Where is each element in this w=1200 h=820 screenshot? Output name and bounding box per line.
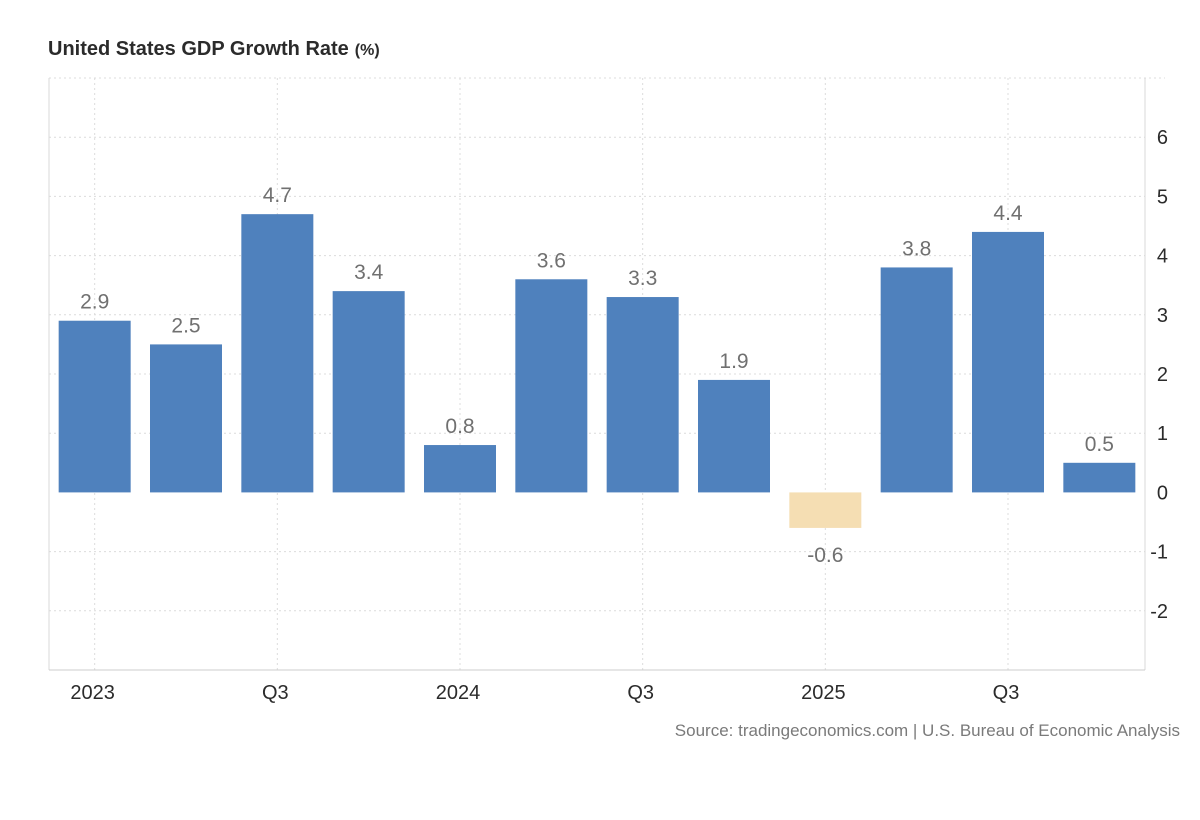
data-label: 3.4	[354, 261, 384, 284]
bar-2024-q1	[424, 445, 496, 493]
y-tick-label: 0	[1157, 482, 1168, 504]
x-tick-label: Q3	[627, 682, 654, 704]
y-tick-label: 6	[1157, 127, 1168, 149]
data-label: 0.5	[1085, 433, 1114, 456]
source-note: Source: tradingeconomics.com | U.S. Bure…	[674, 721, 1180, 740]
y-tick-label: -1	[1150, 542, 1168, 564]
y-tick-label: -2	[1150, 601, 1168, 623]
bar-2024-q3	[606, 297, 679, 493]
bar-2023-q1	[58, 320, 131, 493]
x-tick-label: Q3	[993, 682, 1020, 704]
bar-2023-q2	[150, 344, 222, 493]
data-label: 3.8	[902, 237, 931, 260]
y-tick-label: 5	[1157, 186, 1168, 208]
bar-2023-q4	[332, 291, 405, 493]
y-tick-label: 3	[1157, 305, 1168, 327]
data-label: 2.9	[80, 291, 109, 314]
data-label: 3.3	[628, 267, 657, 290]
chart-title-unit: (%)	[354, 42, 380, 59]
bar-2025-q1	[789, 492, 862, 528]
data-label: 3.6	[537, 249, 566, 272]
x-tick-label: Q3	[262, 682, 289, 704]
data-label: 4.4	[993, 202, 1023, 225]
bar-2024-q2	[515, 279, 588, 493]
data-label: 2.5	[171, 314, 200, 337]
y-tick-label: 4	[1157, 246, 1168, 268]
x-tick-label: 2025	[801, 682, 846, 704]
y-tick-label: 1	[1157, 423, 1168, 445]
bar-2025-q2	[880, 267, 953, 493]
x-tick-label: 2023	[70, 682, 115, 704]
x-tick-label: 2024	[436, 682, 481, 704]
data-label: -0.6	[807, 544, 843, 567]
chart-title-text: United States GDP Growth Rate	[48, 38, 349, 60]
chart-title: United States GDP Growth Rate (%)	[48, 38, 380, 61]
bar-2025-q3	[972, 231, 1044, 493]
data-label: 0.8	[445, 415, 474, 438]
bar-2025-q4	[1063, 462, 1136, 493]
data-label: 4.7	[263, 184, 292, 207]
data-label: 1.9	[719, 350, 748, 373]
bar-2023-q3	[241, 214, 314, 493]
bar-2024-q4	[698, 379, 770, 493]
y-tick-label: 2	[1157, 364, 1168, 386]
